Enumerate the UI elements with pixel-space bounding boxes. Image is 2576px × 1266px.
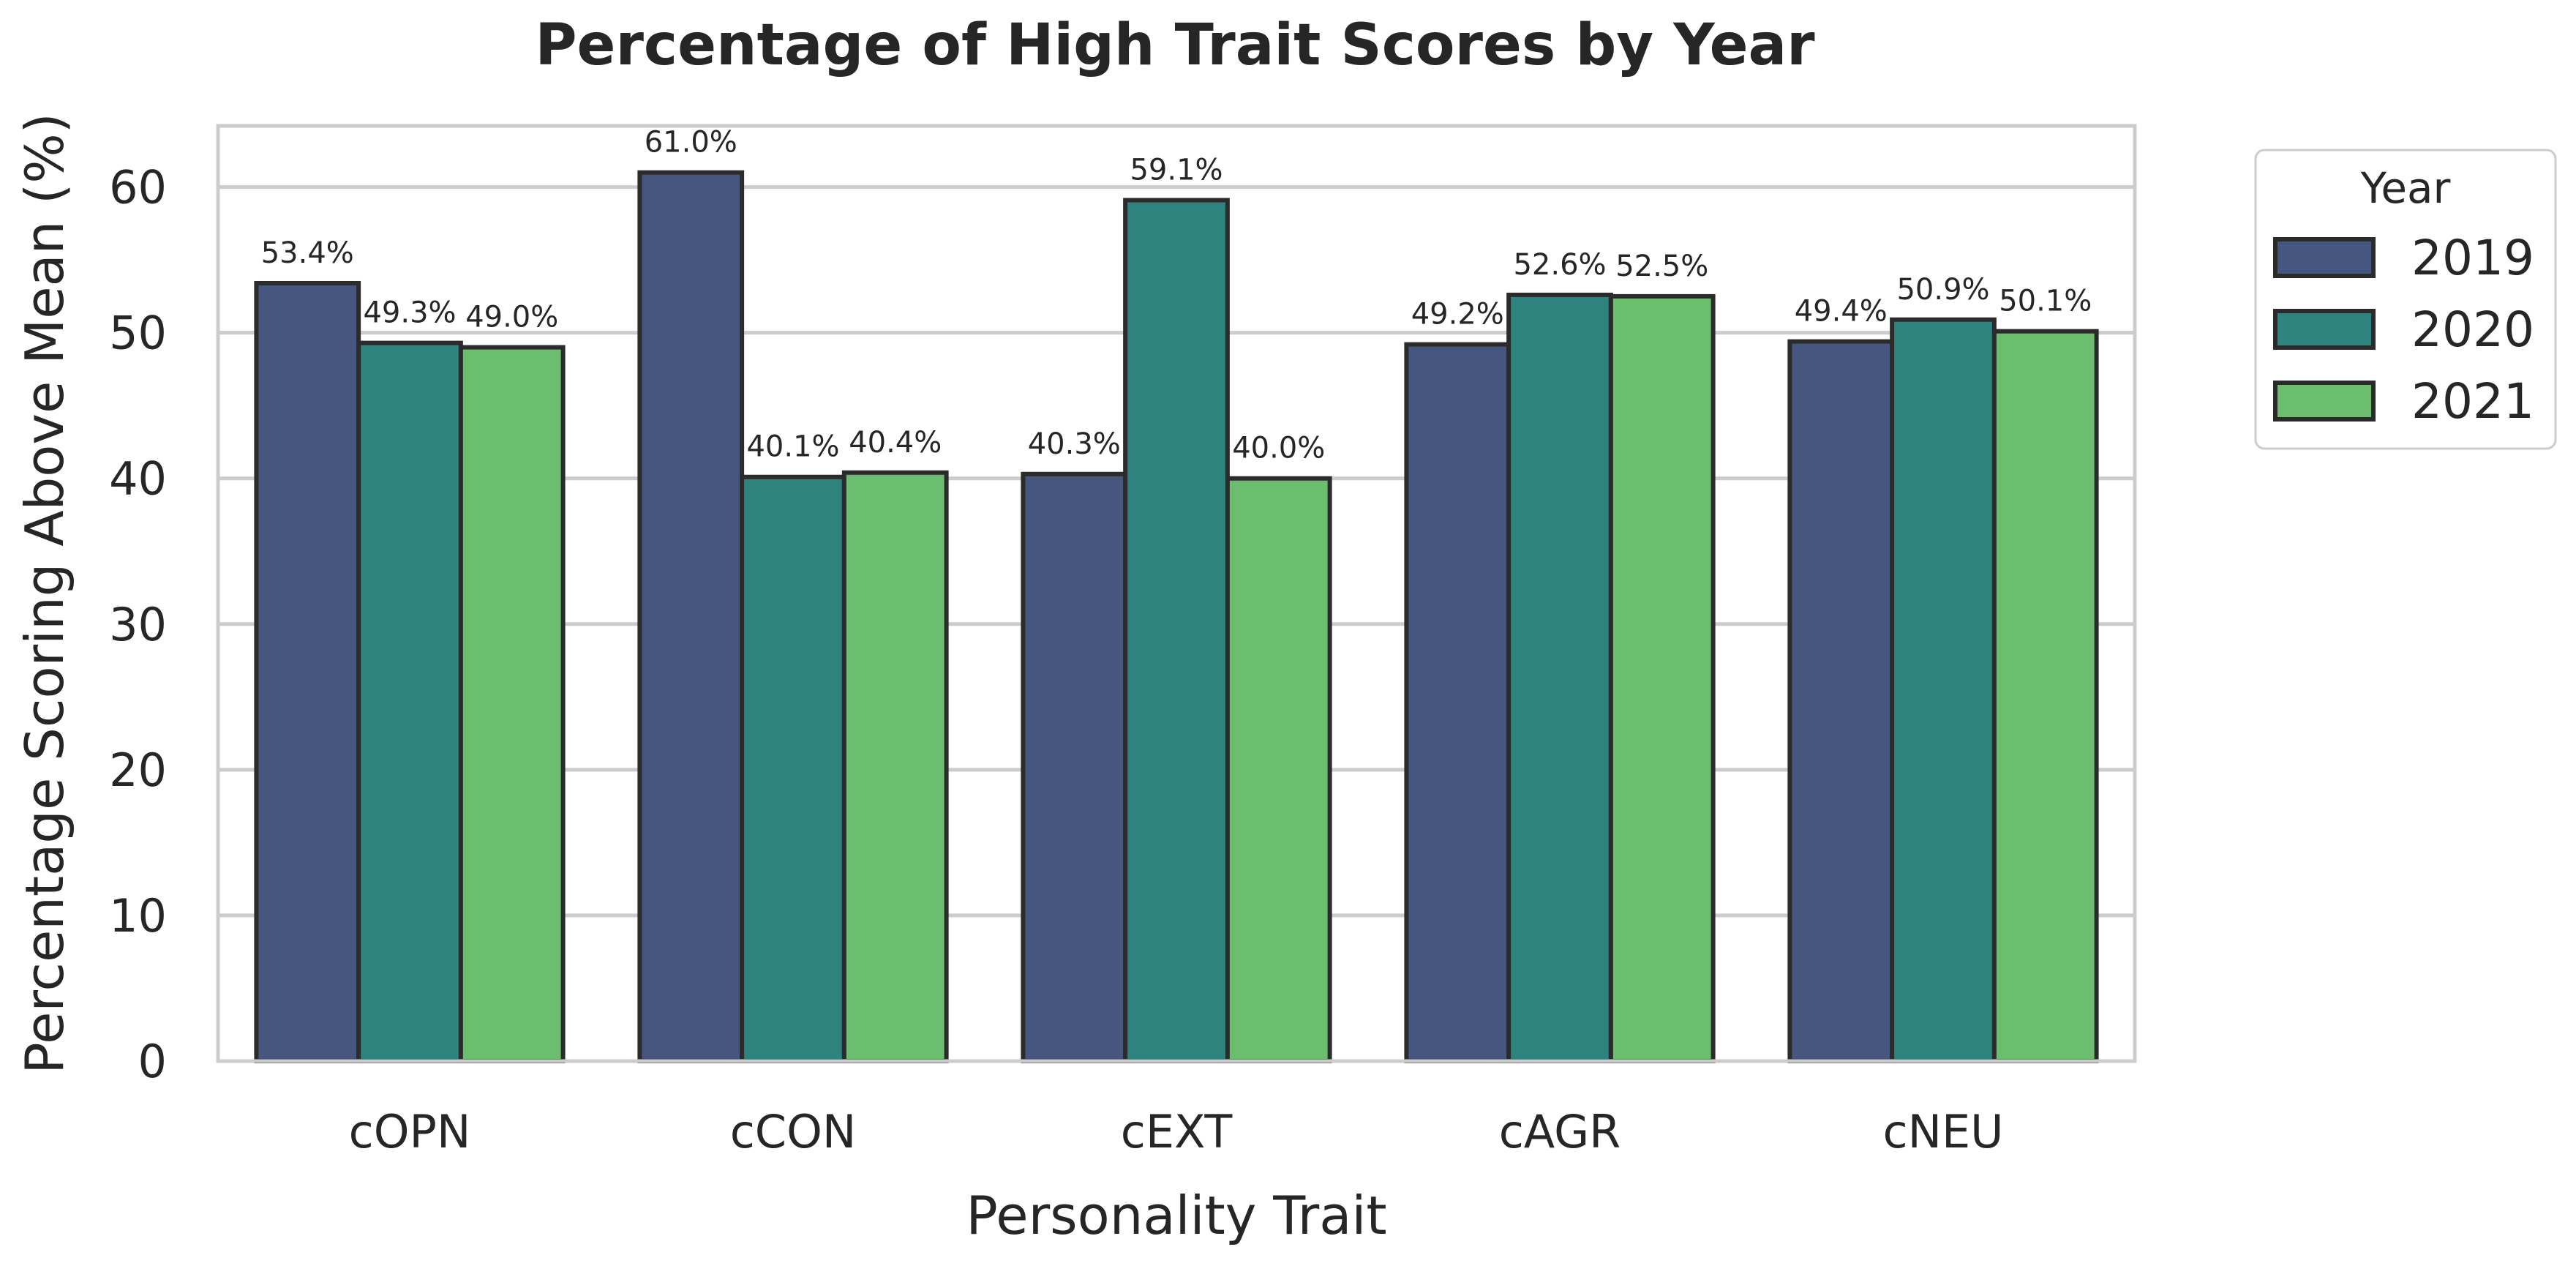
legend-label: 2019 <box>2411 230 2534 286</box>
data-label: 53.4% <box>261 236 354 270</box>
bar-cNEU-2019 <box>1787 339 1895 1063</box>
data-label: 40.0% <box>1232 432 1325 465</box>
data-label: 50.1% <box>1999 285 2092 318</box>
y-tick-label: 20 <box>109 744 167 797</box>
legend-title: Year <box>2360 163 2451 213</box>
data-label: 49.0% <box>465 301 558 334</box>
data-label: 40.1% <box>746 430 839 464</box>
y-tick-label: 60 <box>109 161 167 214</box>
bar-cCON-2019 <box>637 170 745 1063</box>
legend-swatch-2020 <box>2273 309 2376 350</box>
bar-cEXT-2019 <box>1021 471 1128 1063</box>
bar-cAGR-2019 <box>1404 342 1512 1063</box>
bar-cOPN-2019 <box>254 280 361 1064</box>
legend-frame <box>2254 149 2557 450</box>
data-label: 61.0% <box>645 126 737 160</box>
data-label: 49.3% <box>363 296 456 330</box>
plot-area: 53.4% 49.3% 49.0% 61.0% 40.1% 40.4% 40.3% 59.1%… <box>216 124 2137 1064</box>
data-label: 59.1% <box>1130 154 1223 187</box>
bars <box>254 170 2099 1064</box>
y-tick-label: 50 <box>109 307 167 360</box>
data-labels: 53.4% 49.3% 49.0% 61.0% 40.1% 40.4% 40.3% 59.1%… <box>261 126 2092 465</box>
y-tick-label: 30 <box>109 598 167 651</box>
bar-cEXT-2020 <box>1123 198 1230 1064</box>
x-axis-label: Personality Trait <box>966 1185 1386 1246</box>
x-tick-label: cOPN <box>349 1105 471 1158</box>
y-axis-label: Percentage Scoring Above Mean (%) <box>14 113 75 1074</box>
x-tick-label: cNEU <box>1882 1105 2003 1158</box>
data-label: 52.6% <box>1513 248 1606 282</box>
legend: Year 2019 2020 2021 <box>2254 149 2557 450</box>
y-tick-label: 10 <box>109 889 167 943</box>
bar-cCON-2021 <box>841 470 949 1063</box>
legend-label: 2021 <box>2411 373 2534 430</box>
bar-cNEU-2020 <box>1890 317 1997 1063</box>
data-label: 52.5% <box>1615 250 1708 283</box>
x-tick-labels: cOPN cCON cEXT cAGR cNEU <box>349 1105 2004 1158</box>
bar-cOPN-2020 <box>356 340 463 1063</box>
bar-cCON-2020 <box>740 474 846 1063</box>
data-label: 49.2% <box>1411 298 1504 332</box>
data-label: 40.4% <box>849 426 942 460</box>
x-tick-label: cEXT <box>1121 1105 1233 1158</box>
y-tick-labels: 0 10 20 30 40 50 60 <box>109 161 167 1088</box>
bar-cNEU-2021 <box>1991 329 2099 1063</box>
bar-cAGR-2021 <box>1608 293 1716 1064</box>
data-label: 50.9% <box>1896 273 1989 307</box>
legend-swatch-2021 <box>2273 381 2376 422</box>
data-label: 40.3% <box>1028 427 1121 461</box>
bar-cEXT-2021 <box>1225 476 1332 1063</box>
bar-cAGR-2020 <box>1506 292 1613 1063</box>
x-tick-label: cCON <box>730 1105 857 1158</box>
legend-label: 2020 <box>2411 301 2534 358</box>
y-tick-label: 40 <box>109 452 167 506</box>
data-label: 49.4% <box>1795 295 1888 329</box>
x-tick-label: cAGR <box>1499 1105 1621 1158</box>
legend-items: 2019 2020 2021 <box>2273 230 2534 430</box>
y-tick-label: 0 <box>138 1035 167 1088</box>
legend-swatch-2019 <box>2273 237 2376 278</box>
plot-frame <box>216 124 2137 1063</box>
bar-cOPN-2021 <box>458 345 566 1063</box>
chart-title: Percentage of High Trait Scores by Year <box>535 12 1815 78</box>
